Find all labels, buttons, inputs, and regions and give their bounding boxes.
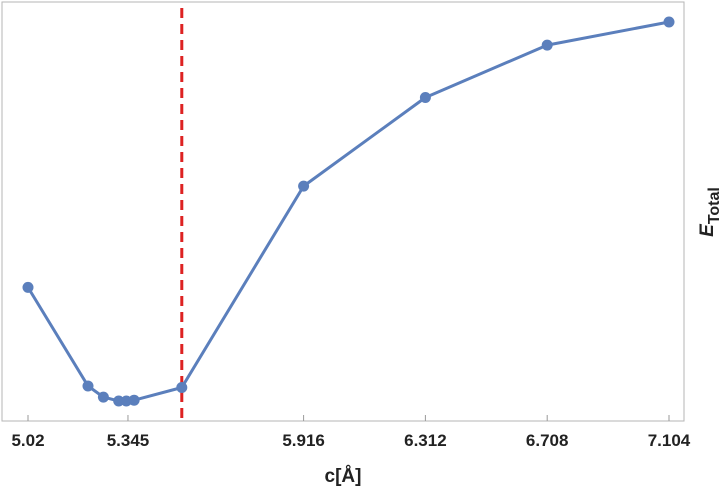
y-axis-label-subscript: Total: [706, 187, 720, 224]
data-point: [97, 391, 109, 403]
y-axis-label-main: E: [697, 223, 718, 237]
x-tick-label: 5.916: [282, 431, 325, 450]
data-point: [22, 281, 34, 293]
data-point: [128, 394, 140, 406]
x-tick-label: 6.708: [526, 431, 569, 450]
data-point: [176, 382, 188, 393]
y-axis-label: ETotal: [697, 187, 720, 237]
data-point: [541, 39, 553, 51]
x-axis-label: c[Å]: [325, 466, 362, 487]
data-point: [298, 180, 310, 192]
x-tick-label: 6.312: [404, 431, 447, 450]
x-tick-label: 5.02: [11, 431, 44, 450]
x-tick-label: 5.345: [107, 431, 150, 450]
series-line: [26, 20, 670, 403]
data-point: [419, 92, 431, 103]
data-points: [22, 16, 675, 407]
data-point: [663, 16, 675, 28]
x-tick-label: 7.104: [648, 431, 691, 450]
x-axis-ticks: [27, 415, 670, 421]
plot-frame: [1, 1, 685, 422]
data-point: [113, 395, 125, 407]
x-axis-tick-labels: 5.02 5.345 5.916 6.312 6.708 7.104: [11, 431, 690, 450]
data-point: [82, 380, 94, 392]
